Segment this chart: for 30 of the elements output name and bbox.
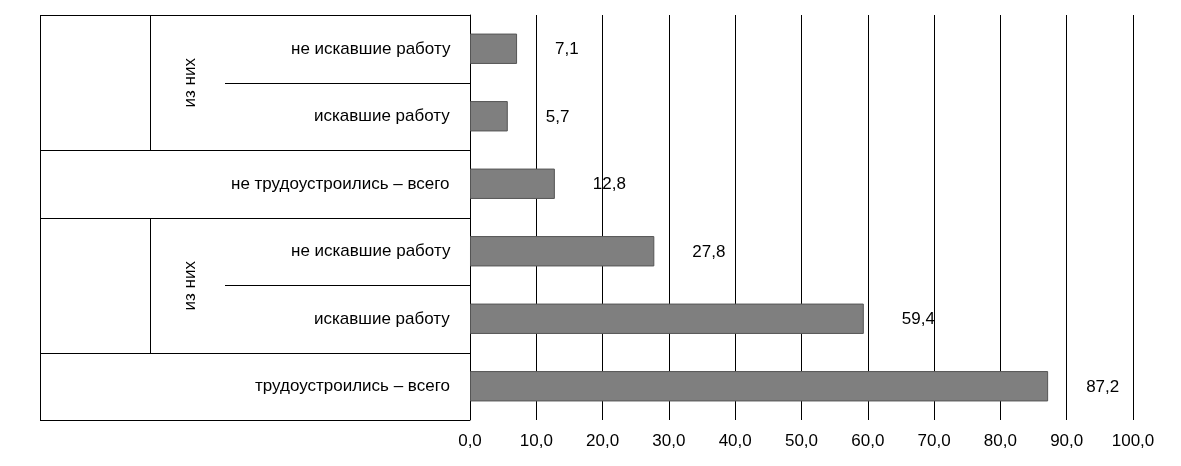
data-label: 87,2 bbox=[1086, 376, 1120, 396]
y-tick-label: искавшие работу bbox=[314, 308, 450, 329]
x-tick-label: 70,0 bbox=[917, 431, 951, 450]
data-label: 27,8 bbox=[692, 241, 726, 261]
x-tick-label: 20,0 bbox=[586, 431, 620, 450]
x-tick-label: 0,0 bbox=[458, 431, 482, 450]
text: из них bbox=[180, 260, 199, 310]
y-tick-label: не трудоустроились – всего bbox=[231, 173, 450, 194]
x-tick-label: 30,0 bbox=[652, 431, 686, 450]
bar bbox=[470, 371, 1049, 402]
bar bbox=[470, 168, 555, 199]
x-tick-label: 50,0 bbox=[784, 431, 819, 450]
bar bbox=[470, 101, 508, 132]
x-tick-label: 100,0 bbox=[1111, 431, 1155, 450]
data-label: 59,4 bbox=[901, 309, 935, 329]
x-tick-label: 80,0 bbox=[983, 431, 1017, 450]
bar bbox=[470, 236, 655, 267]
y-tick-label: искавшие работу bbox=[314, 106, 450, 127]
x-tick-label: 60,0 bbox=[851, 431, 885, 450]
y-tick-label: не искавшие работу bbox=[291, 38, 451, 59]
bar bbox=[470, 303, 864, 334]
x-tick-label: 40,0 bbox=[718, 431, 752, 450]
data-label: 7,1 bbox=[555, 39, 579, 59]
x-tick-label: 90,0 bbox=[1050, 431, 1084, 450]
bar bbox=[470, 33, 518, 64]
y-tick-label: не искавшие работу bbox=[291, 241, 451, 262]
text: из них bbox=[180, 58, 199, 108]
y-tick-label: трудоустроились – всего bbox=[255, 376, 450, 397]
x-tick-label: 10,0 bbox=[519, 431, 553, 450]
data-label: 5,7 bbox=[545, 106, 570, 126]
